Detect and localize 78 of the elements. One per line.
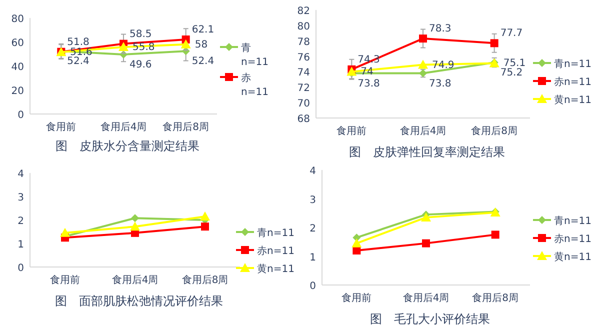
y-tick-label: 4 bbox=[310, 166, 316, 177]
x-tick-label: 食用后8周 bbox=[162, 121, 210, 133]
y-tick-label: 80 bbox=[11, 14, 24, 25]
point bbox=[180, 39, 191, 48]
data-label: 52.4 bbox=[192, 56, 214, 68]
x-tick-label: 食用后4周 bbox=[100, 121, 147, 133]
y-tick-label: 0 bbox=[18, 263, 24, 274]
x-tick-label: 食用后8周 bbox=[472, 292, 519, 304]
legend-label: 青n=11 bbox=[241, 42, 268, 68]
y-tick-label: 2 bbox=[310, 224, 316, 234]
y-tick-label: 40 bbox=[11, 62, 24, 73]
point bbox=[118, 42, 128, 52]
point bbox=[422, 239, 430, 248]
data-label: 49.6 bbox=[130, 59, 152, 70]
point bbox=[130, 222, 140, 231]
legend-label: 黄n=11 bbox=[554, 94, 592, 106]
y-tick-label: 70 bbox=[297, 98, 310, 110]
legend-label: 赤n=11 bbox=[257, 245, 294, 257]
point bbox=[419, 34, 427, 43]
data-label: 62.1 bbox=[192, 24, 214, 36]
legend-label: 赤n=11 bbox=[241, 72, 268, 98]
point bbox=[201, 222, 209, 231]
point bbox=[491, 230, 500, 239]
point bbox=[490, 39, 498, 48]
point bbox=[60, 228, 70, 237]
data-label: 58.5 bbox=[130, 28, 152, 40]
text: 图 毛孔大小评价结果 bbox=[370, 312, 490, 326]
text: 图 面部肌肤松弛情况评价结果 bbox=[55, 294, 223, 308]
legend-label: 青n=11 bbox=[257, 227, 294, 239]
point bbox=[421, 212, 431, 222]
y-tick-label: 3 bbox=[18, 192, 24, 204]
legend-label: 黄n=11 bbox=[554, 251, 592, 263]
point bbox=[346, 66, 357, 76]
x-tick-label: 食用前 bbox=[46, 121, 76, 133]
x-tick-label: 食用前 bbox=[50, 274, 80, 286]
x-tick-label: 食用前 bbox=[342, 292, 372, 304]
y-tick-label: 82 bbox=[297, 6, 310, 17]
legend-label: 青n=11 bbox=[554, 58, 592, 70]
legend-label: 黄n=11 bbox=[257, 263, 294, 275]
legend-label: 赤n=11 bbox=[554, 76, 592, 88]
y-tick-label: 60 bbox=[11, 38, 24, 49]
data-label: 77.7 bbox=[500, 28, 523, 40]
y-tick-label: 2 bbox=[18, 216, 24, 227]
x-tick-label: 食用后4周 bbox=[400, 125, 446, 137]
y-tick-label: 74 bbox=[297, 68, 310, 79]
point bbox=[352, 238, 362, 248]
legend-label: 青n=11 bbox=[554, 215, 592, 227]
data-label: 73.8 bbox=[358, 78, 380, 90]
y-tick-label: 68 bbox=[297, 114, 310, 125]
point bbox=[131, 214, 139, 222]
y-tick-label: 1 bbox=[310, 252, 316, 264]
text: 图 皮肤水分含量测定结果 bbox=[56, 139, 200, 153]
x-tick-label: 食用前 bbox=[336, 125, 367, 137]
y-tick-label: 78 bbox=[297, 36, 310, 48]
legend-label: 赤n=11 bbox=[554, 233, 592, 245]
data-label: 78.3 bbox=[429, 24, 452, 35]
data-label: 75.2 bbox=[500, 67, 523, 78]
y-tick-label: 0 bbox=[310, 281, 316, 292]
x-tick-label: 食用后8周 bbox=[471, 125, 518, 137]
y-tick-label: 0 bbox=[18, 110, 24, 121]
y-tick-label: 1 bbox=[18, 240, 24, 250]
y-tick-label: 76 bbox=[297, 52, 310, 64]
point bbox=[200, 211, 210, 220]
x-tick-label: 食用后4周 bbox=[402, 292, 450, 304]
y-tick-label: 20 bbox=[11, 86, 24, 97]
x-tick-label: 食用后8周 bbox=[182, 274, 228, 286]
data-label: 75.1 bbox=[503, 58, 526, 70]
y-tick-label: 72 bbox=[297, 83, 310, 94]
data-label: 73.8 bbox=[429, 78, 452, 90]
data-label: 58 bbox=[194, 39, 208, 50]
text: 图 皮肤弹性回复率测定结果 bbox=[349, 145, 505, 159]
y-tick-label: 4 bbox=[18, 169, 24, 180]
y-tick-label: 80 bbox=[297, 21, 310, 32]
data-label: 52.4 bbox=[67, 56, 90, 68]
data-label: 51.8 bbox=[67, 36, 90, 48]
point bbox=[418, 60, 428, 69]
y-tick-label: 3 bbox=[310, 194, 316, 206]
x-tick-label: 食用后4周 bbox=[112, 274, 158, 286]
